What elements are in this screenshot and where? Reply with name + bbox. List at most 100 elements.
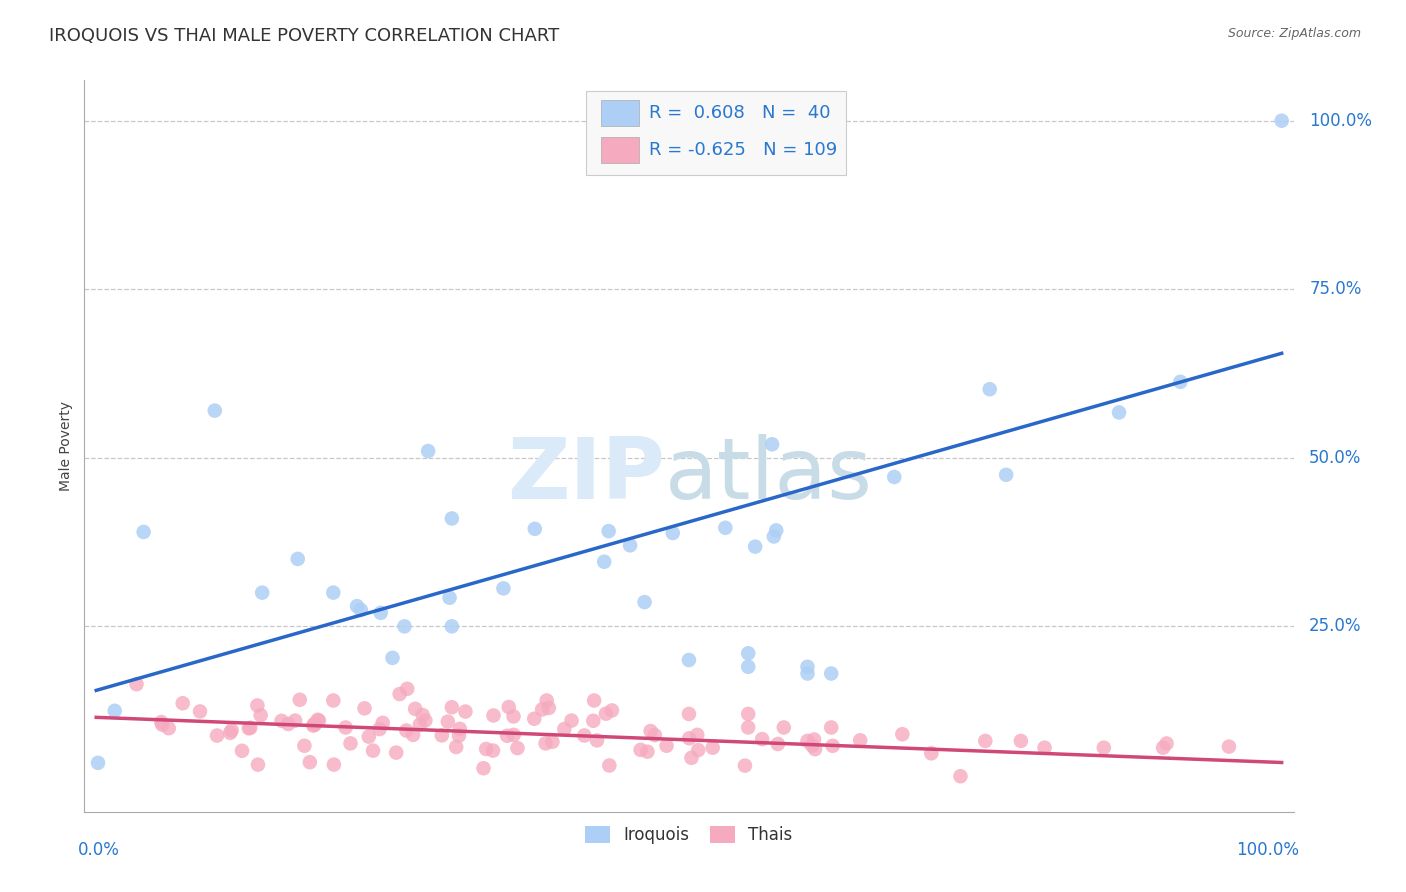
Point: [678, 653, 700, 667]
Point: [475, 742, 498, 756]
Point: [1152, 740, 1174, 755]
Point: [249, 708, 271, 723]
Y-axis label: Male Poverty: Male Poverty: [59, 401, 73, 491]
Point: [636, 745, 658, 759]
Point: [820, 666, 842, 681]
Point: [371, 715, 394, 730]
Point: [188, 705, 211, 719]
Point: [322, 585, 344, 599]
Point: [553, 722, 575, 736]
FancyBboxPatch shape: [586, 91, 846, 176]
Point: [761, 437, 783, 451]
Point: [353, 701, 375, 715]
Point: [765, 524, 787, 538]
Point: [444, 739, 467, 754]
Point: [350, 603, 373, 617]
Point: [412, 708, 434, 723]
Point: [415, 714, 437, 728]
Text: R = -0.625   N = 109: R = -0.625 N = 109: [650, 141, 838, 159]
Point: [803, 732, 825, 747]
Point: [231, 744, 253, 758]
Text: 100.0%: 100.0%: [1309, 112, 1372, 129]
Point: [762, 529, 785, 543]
Point: [322, 757, 344, 772]
Point: [598, 524, 620, 538]
Point: [246, 698, 269, 713]
Text: 0.0%: 0.0%: [79, 841, 120, 859]
Point: [574, 729, 596, 743]
Legend: Iroquois, Thais: Iroquois, Thais: [579, 820, 799, 851]
Point: [239, 721, 262, 735]
Point: [238, 722, 260, 736]
Point: [132, 524, 155, 539]
Point: [357, 730, 380, 744]
Point: [368, 722, 391, 736]
Point: [288, 692, 311, 706]
Point: [430, 728, 453, 742]
Point: [630, 743, 652, 757]
Point: [346, 599, 368, 613]
Point: [582, 714, 605, 728]
Point: [404, 702, 426, 716]
Point: [502, 728, 524, 742]
Point: [891, 727, 914, 741]
Point: [1092, 740, 1115, 755]
Point: [1033, 740, 1056, 755]
Point: [506, 741, 529, 756]
Point: [920, 747, 942, 761]
Point: [157, 721, 180, 735]
Text: 100.0%: 100.0%: [1236, 841, 1299, 859]
Point: [1170, 375, 1192, 389]
Point: [221, 723, 243, 738]
Point: [801, 739, 824, 753]
Point: [307, 713, 329, 727]
Point: [796, 666, 818, 681]
Point: [395, 723, 418, 738]
Point: [204, 403, 226, 417]
Point: [772, 721, 794, 735]
Point: [482, 708, 505, 723]
Point: [150, 717, 173, 731]
Point: [437, 714, 460, 729]
Point: [388, 687, 411, 701]
Text: Source: ZipAtlas.com: Source: ZipAtlas.com: [1227, 27, 1361, 40]
Point: [172, 696, 194, 710]
Point: [246, 757, 269, 772]
Point: [820, 721, 842, 735]
Point: [1156, 737, 1178, 751]
Point: [744, 540, 766, 554]
Point: [287, 552, 309, 566]
Point: [531, 702, 554, 716]
Point: [447, 729, 470, 743]
Point: [498, 700, 520, 714]
Point: [714, 521, 737, 535]
Point: [766, 737, 789, 751]
Point: [250, 585, 273, 599]
Point: [150, 714, 173, 729]
Point: [734, 758, 756, 772]
Point: [472, 761, 495, 775]
Point: [308, 714, 330, 728]
Point: [402, 728, 425, 742]
Point: [219, 726, 242, 740]
Point: [688, 743, 710, 757]
Point: [737, 660, 759, 674]
Point: [534, 736, 557, 750]
Point: [974, 734, 997, 748]
Point: [394, 619, 416, 633]
Point: [662, 526, 685, 541]
Point: [125, 677, 148, 691]
Point: [751, 732, 773, 747]
Point: [292, 739, 315, 753]
Text: 50.0%: 50.0%: [1309, 449, 1361, 467]
Point: [523, 712, 546, 726]
Point: [270, 714, 292, 728]
Point: [796, 660, 818, 674]
Point: [370, 606, 392, 620]
Point: [284, 714, 307, 728]
Point: [277, 717, 299, 731]
Point: [804, 742, 827, 756]
Point: [322, 693, 344, 707]
Point: [335, 721, 357, 735]
Point: [595, 706, 617, 721]
